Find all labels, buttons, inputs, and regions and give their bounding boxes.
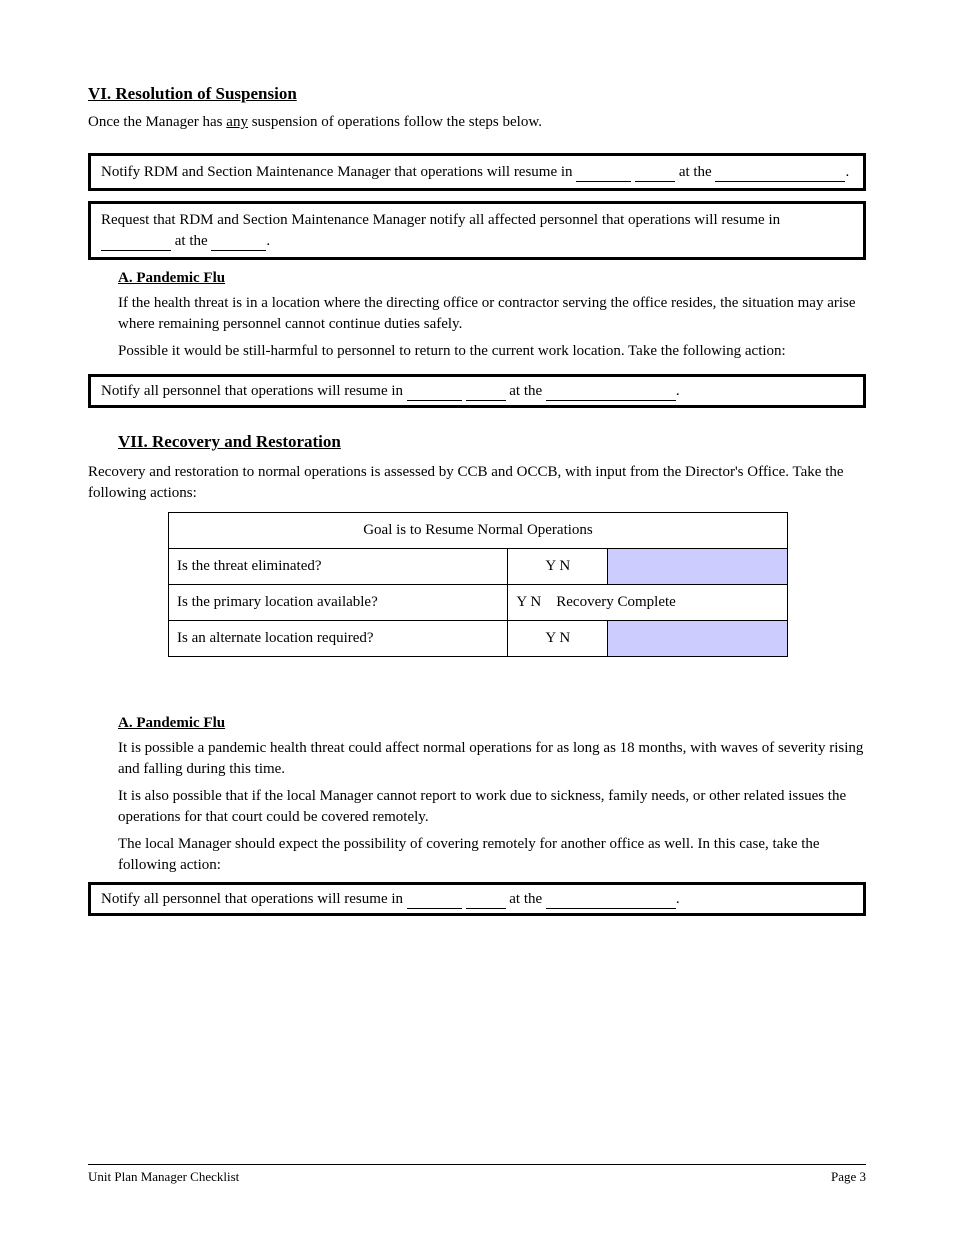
- table-row: Goal is to Resume Normal Operations: [169, 513, 788, 549]
- section-vi-a-p1: If the health threat is in a location wh…: [118, 293, 866, 335]
- via-box-blank-time-lbl: [466, 387, 506, 401]
- via-box-text-1: Notify all personnel that operations wil…: [101, 383, 407, 399]
- table-row: Is an alternate location required? Y N: [169, 621, 788, 657]
- section-vii-p1: Recovery and restoration to normal opera…: [88, 462, 866, 504]
- page-footer: Unit Plan Manager Checklist Page 3: [88, 1164, 866, 1185]
- section-vii-a-p2: It is also possible that if the local Ma…: [118, 786, 866, 828]
- box2-text-3: .: [266, 233, 270, 249]
- box1-blank-time: [576, 168, 631, 182]
- viia-box-text-2: at the: [506, 891, 546, 907]
- box2-text-2: at the: [171, 233, 211, 249]
- section-vi-box-1: Notify RDM and Section Maintenance Manag…: [88, 153, 866, 191]
- section-vii-title: VII. Recovery and Restoration: [118, 432, 866, 452]
- yn-text: Y N: [516, 594, 541, 610]
- section-vii-a-box: Notify all personnel that operations wil…: [88, 882, 866, 916]
- viia-box-text-1: Notify all personnel that operations wil…: [101, 891, 407, 907]
- table-cell-text: Is the primary location available?: [169, 585, 508, 621]
- section-vi-box-2: Request that RDM and Section Maintenance…: [88, 201, 866, 260]
- box1-text-2: at the: [675, 164, 715, 180]
- table-cell-blank: [608, 549, 788, 585]
- box1-blank-location: [715, 168, 845, 182]
- footer-rule: [88, 1164, 866, 1165]
- footer-right: Page 3: [831, 1169, 866, 1185]
- box2-text-1: Request that RDM and Section Maintenance…: [101, 212, 780, 228]
- box1-text-1: Notify RDM and Section Maintenance Manag…: [101, 164, 576, 180]
- intro-prefix: Once the Manager has: [88, 114, 226, 130]
- section-vi-title: VI. Resolution of Suspension: [88, 84, 866, 104]
- section-vii-a-title: A. Pandemic Flu: [118, 715, 866, 732]
- section-vi-intro: Once the Manager has any suspension of o…: [88, 114, 866, 131]
- table-cell-text: Is the threat eliminated?: [169, 549, 508, 585]
- intro-underlined: any: [226, 114, 248, 130]
- viia-box-blank-time-lbl: [466, 895, 506, 909]
- table-row: Is the primary location available? Y N R…: [169, 585, 788, 621]
- viia-box-blank-time: [407, 895, 462, 909]
- section-vii-a-p1: It is possible a pandemic health threat …: [118, 738, 866, 780]
- table-cell-yn: Y N: [508, 549, 608, 585]
- table-cell-yn: Y N: [508, 621, 608, 657]
- box2-blank-location: [211, 237, 266, 251]
- table-cell-blank: [608, 621, 788, 657]
- table-row: Is the threat eliminated? Y N: [169, 549, 788, 585]
- table-cell-text: Is an alternate location required?: [169, 621, 508, 657]
- via-box-text-3: .: [676, 383, 680, 399]
- viia-box-text-3: .: [676, 891, 680, 907]
- viia-box-blank-location: [546, 895, 676, 909]
- via-box-blank-time: [407, 387, 462, 401]
- section-vi-a-box: Notify all personnel that operations wil…: [88, 374, 866, 408]
- recovery-complete: Recovery Complete: [556, 594, 676, 610]
- table-cell-merged: Y N Recovery Complete: [508, 585, 788, 621]
- section-vi-a-title: A. Pandemic Flu: [118, 270, 866, 287]
- recovery-table: Goal is to Resume Normal Operations Is t…: [168, 512, 788, 657]
- box1-blank-time-label: [635, 168, 675, 182]
- section-vi-a-p2: Possible it would be still-harmful to pe…: [118, 341, 866, 362]
- via-box-text-2: at the: [506, 383, 546, 399]
- footer-left: Unit Plan Manager Checklist: [88, 1169, 239, 1185]
- table-header: Goal is to Resume Normal Operations: [169, 513, 788, 549]
- section-vii-a-p3: The local Manager should expect the poss…: [118, 834, 866, 876]
- box2-blank-time: [101, 237, 171, 251]
- intro-suffix: suspension of operations follow the step…: [248, 114, 542, 130]
- via-box-blank-location: [546, 387, 676, 401]
- box1-text-3: .: [845, 164, 849, 180]
